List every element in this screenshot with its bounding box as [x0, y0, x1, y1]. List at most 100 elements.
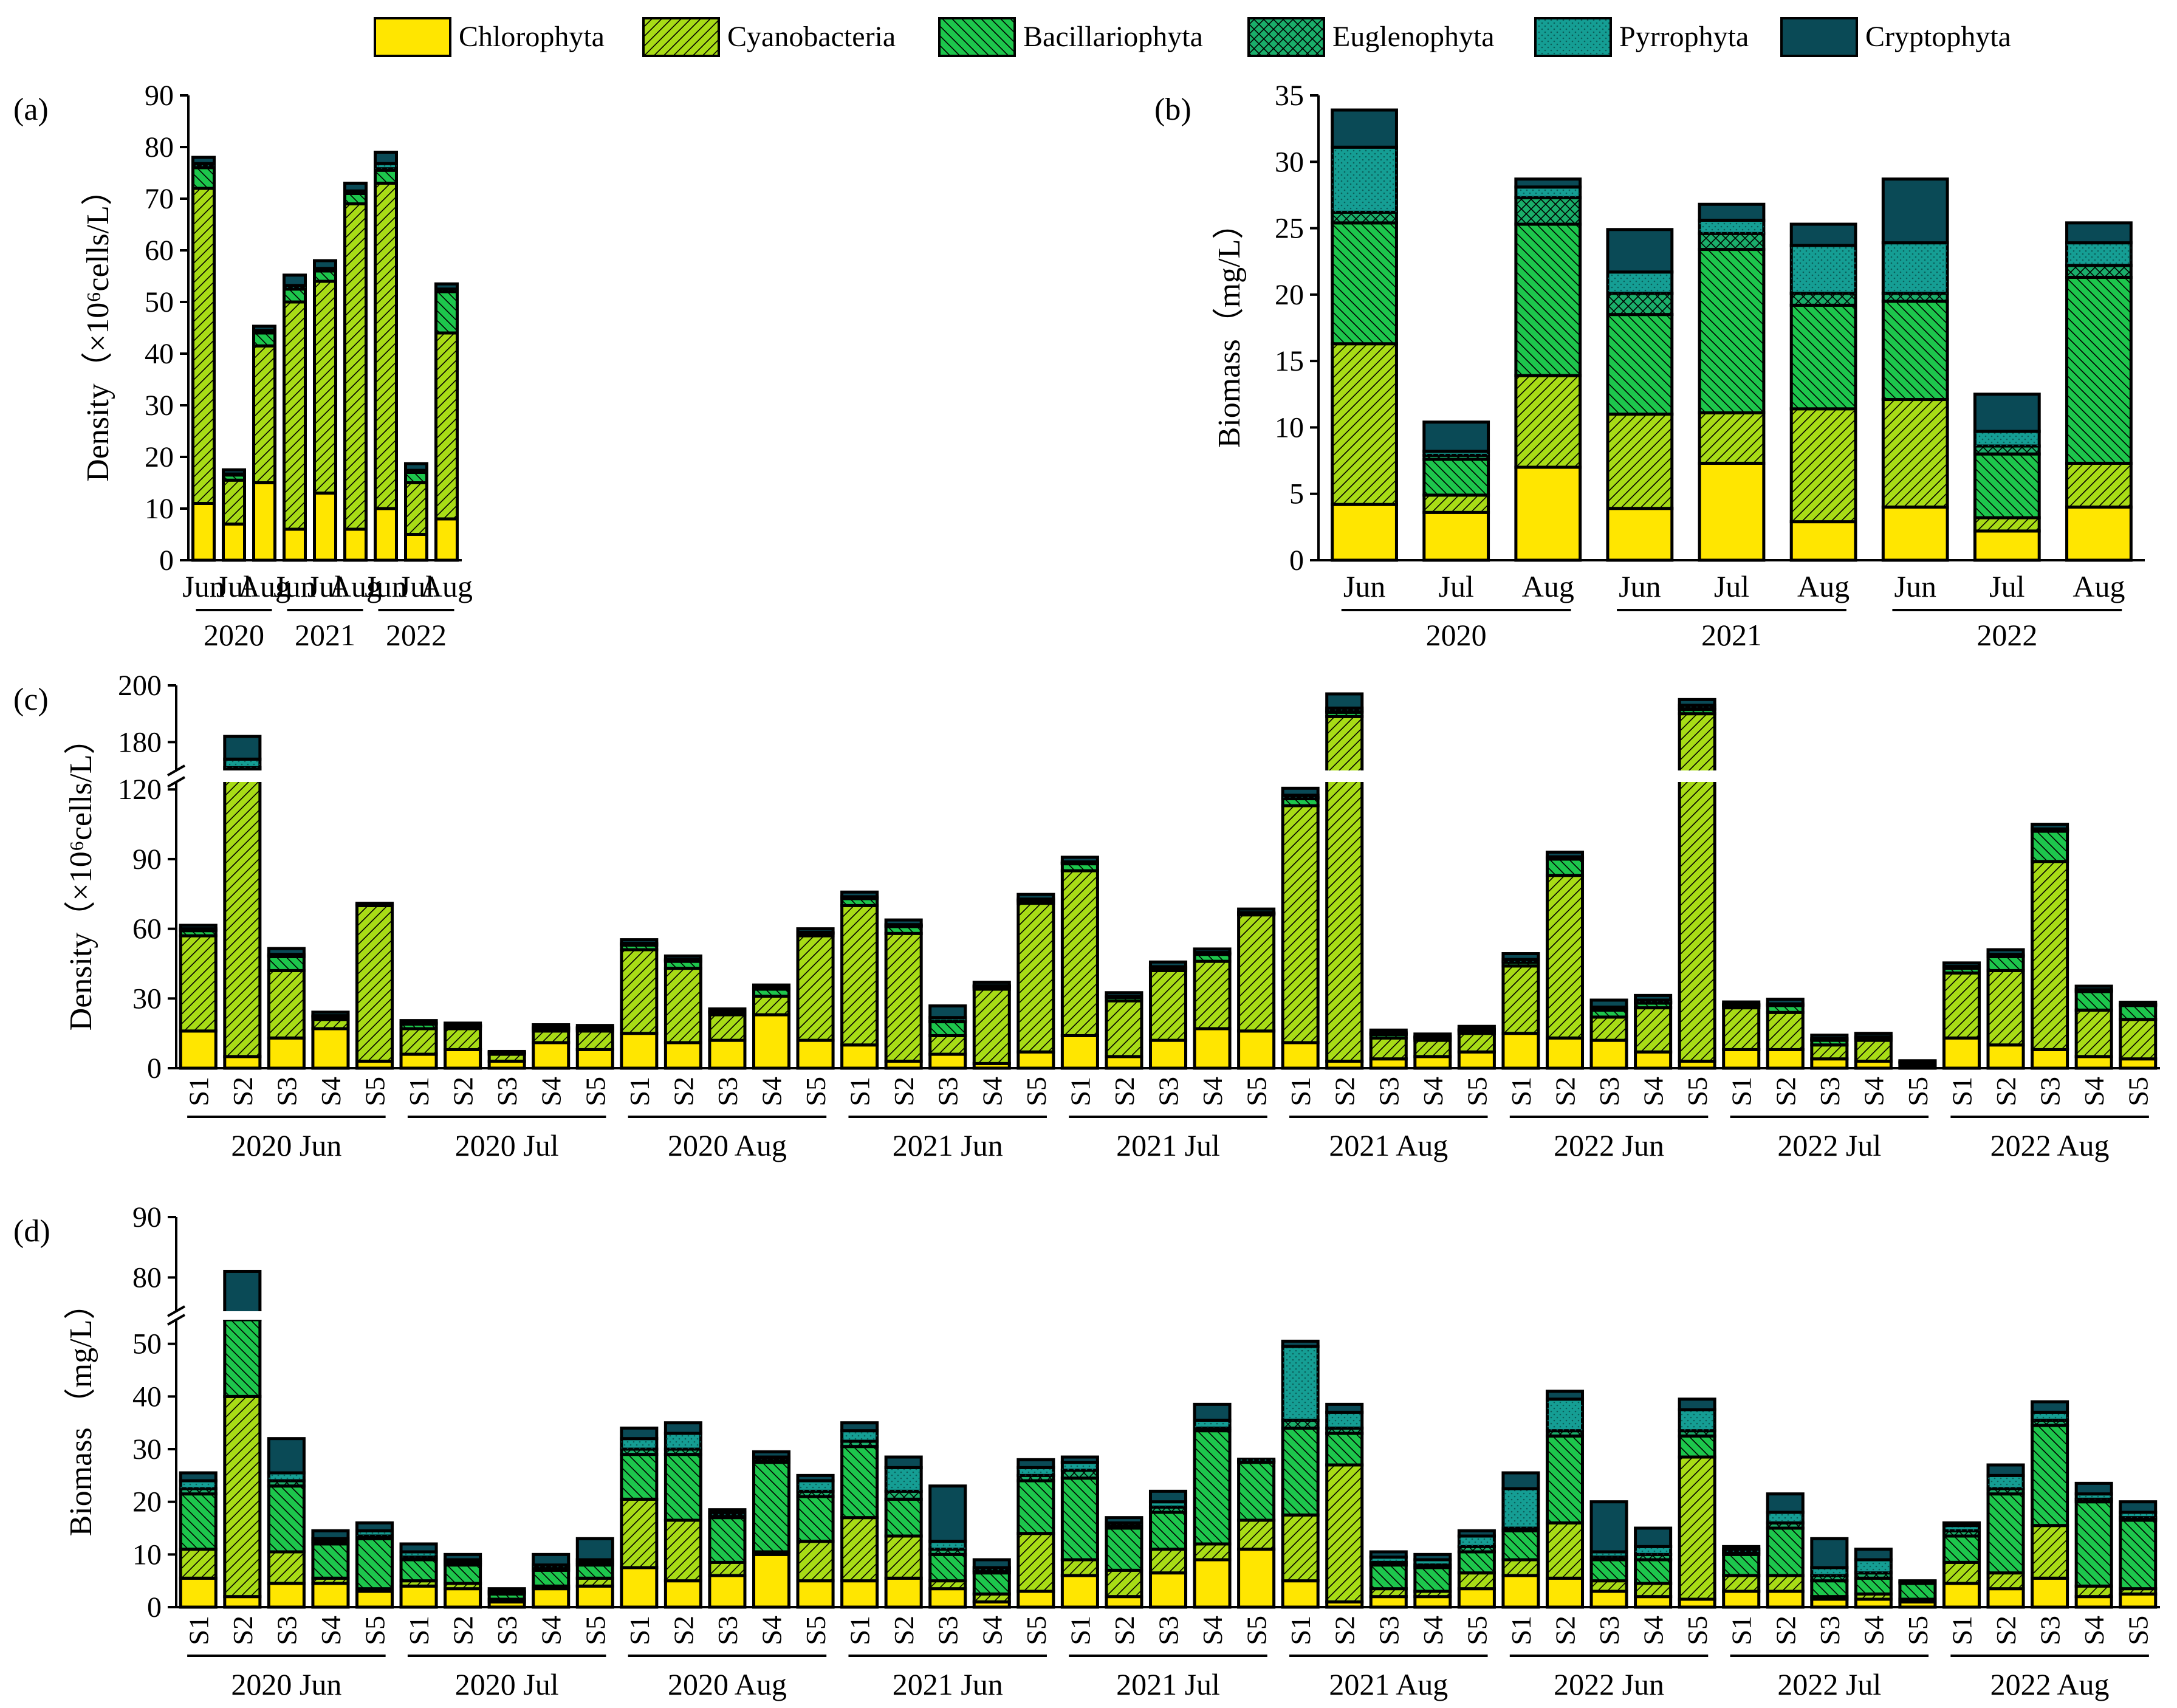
y-tick-label: 0 [1289, 544, 1304, 577]
x-tick-label: S2 [668, 1077, 699, 1106]
bar-segment-cyanobacteria-pattern [577, 1031, 613, 1050]
bar-segment-chlorophyta [223, 1055, 262, 1070]
bar-segment-cryptophyta [1501, 952, 1540, 961]
bar-segment-cyanobacteria-pattern [1767, 1576, 1803, 1591]
bar-segment-cryptophyta [1457, 1024, 1496, 1031]
bar-segment-chlorophyta [283, 527, 307, 562]
bar-segment-bacillariophyta-pattern [1283, 798, 1318, 806]
bar-segment-cyanobacteria-pattern [974, 989, 1010, 1064]
x-tick-label: S2 [1550, 1616, 1581, 1645]
legend-label: Euglenophyta [1332, 21, 1495, 53]
bar-segment-cyanobacteria-pattern [1106, 1001, 1142, 1057]
group-label: 2022 Jun [1554, 1128, 1664, 1162]
bar-segment-chlorophyta [191, 502, 216, 562]
bar-segment-bacillariophyta-pattern [1767, 1528, 1803, 1576]
bar-segment-cryptophyta [1810, 1537, 1849, 1569]
bar-segment-cryptophyta [444, 1021, 482, 1027]
bar-segment-cryptophyta [1457, 1529, 1496, 1538]
bar-segment-euglenophyta-pattern [1547, 1430, 1583, 1436]
x-tick-label: S4 [1418, 1077, 1448, 1106]
bar-segment-bacillariophyta-pattern [1150, 1512, 1186, 1549]
bar-segment-chlorophyta [1017, 1050, 1055, 1070]
y-axis-title: Biomass（mg/L） [1212, 208, 1247, 448]
bar-segment-bacillariophyta-pattern [1371, 1034, 1407, 1038]
x-tick-label: S4 [1197, 1077, 1228, 1106]
bar-segment-bacillariophyta-pattern [1811, 1580, 1847, 1597]
x-tick-label: S5 [1902, 1077, 1933, 1106]
bar-segment-cyanobacteria-pattern [1975, 518, 2040, 531]
bar-segment-cyanobacteria-pattern [2120, 1019, 2156, 1059]
bar-segment-pyrrophyta-pattern [2066, 242, 2131, 266]
bar-segment-chlorophyta [2074, 1055, 2113, 1070]
bar-segment-chlorophyta [1457, 1050, 1496, 1070]
bar-segment-chlorophyta [1193, 1027, 1232, 1070]
bar-segment-cyanobacteria-pattern [312, 1019, 348, 1029]
bar-segment-cyanobacteria-pattern [1591, 1580, 1627, 1591]
legend-item-cyanobacteria: Cyanobacteria [642, 17, 896, 57]
bar-segment-chlorophyta [1148, 1571, 1188, 1609]
bar-segment-cyanobacteria-pattern [930, 1035, 965, 1055]
panel-label: (c) [13, 682, 49, 717]
x-tick-label: S5 [1021, 1616, 1052, 1645]
bar-segment-pyrrophyta-pattern [1988, 1475, 2024, 1489]
bar-segment-cryptophyta [663, 954, 702, 961]
y-tick-label: 0 [159, 544, 174, 577]
y-tick-label: 10 [1275, 411, 1304, 444]
x-tick-label: S1 [1726, 1077, 1757, 1106]
bar-segment-cyanobacteria-pattern [445, 1029, 481, 1050]
bar-segment-cyanobacteria-pattern [1414, 1591, 1450, 1597]
bar-segment-cyanobacteria-pattern [1944, 973, 1980, 1038]
bar-segment-chlorophyta [1514, 465, 1582, 562]
x-tick-label: S3 [933, 1616, 964, 1645]
x-tick-label: Aug [1797, 569, 1850, 603]
bar-segment-cyanobacteria-pattern [709, 1015, 745, 1041]
bar-segment-cryptophyta [1766, 997, 1805, 1006]
bar-segment-euglenophyta-pattern [1326, 1428, 1362, 1433]
y-tick-label: 35 [1275, 80, 1304, 112]
bar-segment-pyrrophyta-pattern [1371, 1557, 1407, 1563]
group-label: 2020 Aug [668, 1128, 787, 1162]
bar-segment-chlorophyta [928, 1587, 967, 1609]
bar-segment-chlorophyta [575, 1584, 614, 1609]
group-label: 2020 Aug [668, 1667, 787, 1701]
y-axis: 0 30 60 90 120 180 200 [118, 670, 185, 1085]
bar-segment-bacillariophyta-pattern [533, 1570, 569, 1586]
bar-segment-cryptophyta [532, 1023, 571, 1029]
bar-segment-cyanobacteria-pattern [2120, 1588, 2156, 1594]
bar-segment-pyrrophyta-pattern [1424, 451, 1489, 456]
bar-segment-cyanobacteria-pattern [1371, 1038, 1407, 1059]
bar-segment-chlorophyta [444, 1048, 482, 1070]
bar-segment-bacillariophyta-pattern [1975, 454, 2040, 518]
bar-segment-cyanobacteria-pattern [1723, 1007, 1759, 1050]
y-tick-label: 25 [1275, 213, 1304, 245]
x-tick-label: Jun [182, 569, 224, 603]
x-tick-label: S3 [1153, 1077, 1184, 1106]
bar-segment-cryptophyta [1060, 1455, 1099, 1464]
bar-segment-cryptophyta [1545, 850, 1585, 859]
bar-segment-bacillariophyta-pattern [753, 1462, 789, 1552]
x-tick-label: S1 [624, 1077, 655, 1106]
bar-segment-bacillariophyta-pattern [314, 271, 336, 281]
bar-segment-bacillariophyta-pattern [1062, 1478, 1098, 1560]
bar-segment-pyrrophyta-pattern [1062, 1462, 1098, 1470]
bar-segment-chlorophyta [1789, 520, 1857, 562]
group-label: 2022 Aug [1990, 1667, 2110, 1701]
bar-segment-cryptophyta [2074, 984, 2113, 992]
x-tick-label: S1 [1947, 1077, 1978, 1106]
bar-segment-cyanobacteria-pattern [489, 1054, 525, 1061]
bar-segment-cryptophyta [1678, 698, 1716, 707]
bar-segment-euglenophyta-pattern [1018, 1475, 1054, 1481]
x-tick-label: Jun [1343, 569, 1385, 603]
group-label: 2022 [386, 618, 447, 652]
bar-segment-cryptophyta [223, 735, 262, 761]
bar-segment-cyanobacteria-pattern [1018, 903, 1054, 1052]
bar-segment-cyanobacteria-pattern [1332, 343, 1397, 505]
bar-segment-chlorophyta [311, 1582, 350, 1609]
y-tick-label: 50 [132, 1328, 162, 1360]
bar-segment-pyrrophyta-pattern [798, 1481, 834, 1492]
bar-segment-pyrrophyta-pattern [180, 1481, 216, 1489]
bar-segment-pyrrophyta-pattern [1018, 1467, 1054, 1476]
x-tick-label: S2 [448, 1077, 479, 1106]
x-tick-label: Aug [1522, 569, 1574, 603]
x-tick-label: S2 [1329, 1616, 1360, 1645]
